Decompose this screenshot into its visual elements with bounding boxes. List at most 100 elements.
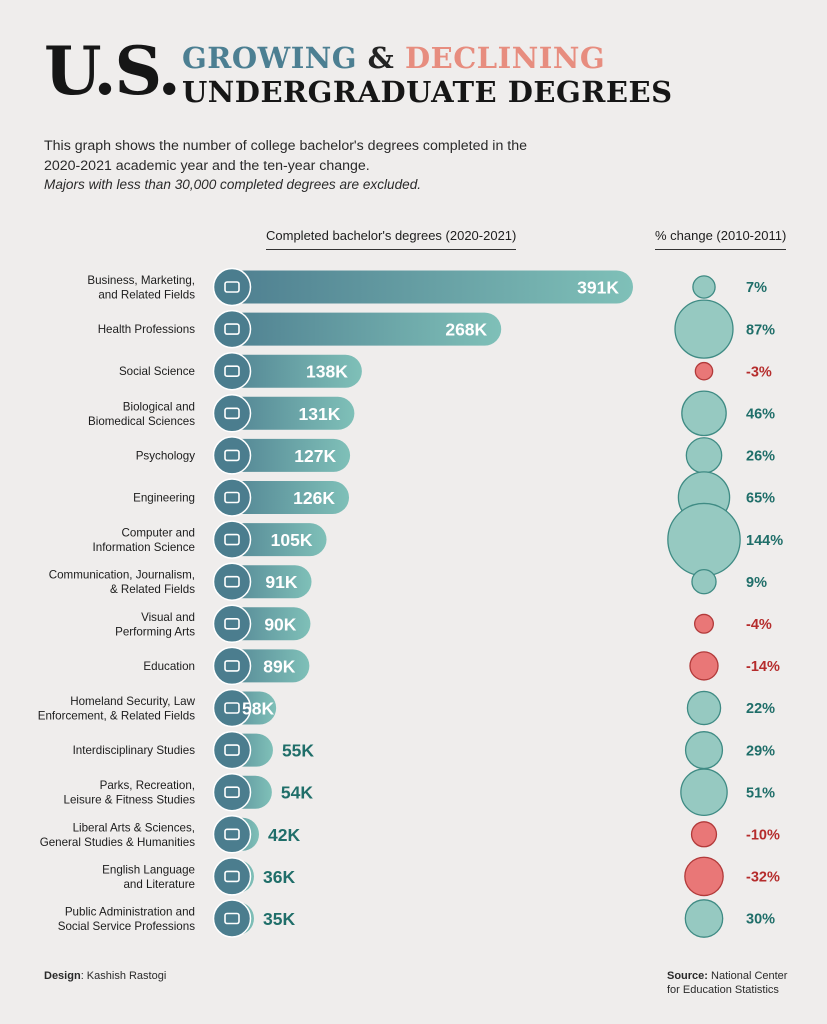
degree-value-label: 268K <box>445 320 487 340</box>
degree-value-label: 131K <box>299 404 341 424</box>
icon-glyph <box>224 912 240 925</box>
doctor-icon <box>212 309 252 349</box>
design-label: Design <box>44 970 81 982</box>
degree-value-label: 58K <box>242 699 274 719</box>
icon-glyph <box>224 533 240 546</box>
theater-masks-icon <box>212 604 252 644</box>
cell-icon <box>212 394 252 433</box>
change-circle <box>680 768 728 816</box>
degree-value-label: 91K <box>265 572 297 592</box>
change-value-label: -14% <box>746 659 780 675</box>
icon-glyph <box>224 660 240 672</box>
exclusion-note: Majors with less than 30,000 completed d… <box>44 177 422 192</box>
change-circle <box>689 651 719 681</box>
change-value-label: 9% <box>746 575 767 591</box>
change-circle <box>694 361 714 381</box>
support-person-icon <box>212 899 252 938</box>
category-label: Parks, Recreation, Leisure & Fitness Stud… <box>64 779 196 807</box>
title-growing: GROWING <box>182 41 358 75</box>
category-label: English Language and Literature <box>102 863 195 891</box>
title-ampersand: & <box>367 41 395 75</box>
degree-value-label: 54K <box>281 783 313 803</box>
icon-glyph <box>224 491 240 504</box>
change-value-label: -3% <box>746 364 772 380</box>
change-circle <box>684 731 724 770</box>
change-value-label: 87% <box>746 322 775 338</box>
category-label: Health Professions <box>98 323 196 336</box>
change-value-label: 22% <box>746 701 775 717</box>
category-label: Engineering <box>133 492 195 505</box>
book-icon <box>212 351 252 391</box>
category-label: Psychology <box>136 449 195 462</box>
page-title-line2: UNDERGRADUATE DEGREES <box>182 75 673 109</box>
change-value-label: 46% <box>746 407 775 423</box>
source-value-1: National Center <box>707 970 788 982</box>
degree-value-label: 391K <box>577 278 619 298</box>
page-title-us: U.S. <box>44 32 181 110</box>
head-gears-icon <box>212 730 252 770</box>
change-circle <box>684 856 724 897</box>
icon-glyph <box>224 281 240 293</box>
source-credit: Source: National Center for Education Sta… <box>667 969 787 997</box>
book-cover-icon <box>212 857 252 896</box>
degree-bar <box>214 270 633 304</box>
degrees-column-header: Completed bachelor's degrees (2020-2021) <box>266 228 517 250</box>
icon-glyph <box>224 744 240 756</box>
handcuffs-icon <box>212 688 252 728</box>
degree-value-label: 55K <box>282 741 314 761</box>
meeting-icon <box>212 562 252 601</box>
change-circle <box>692 275 716 299</box>
change-circle <box>690 821 718 848</box>
category-label: Communication, Journalism, & Related Fiel… <box>49 569 195 597</box>
icon-glyph <box>224 365 240 378</box>
intro-text: This graph shows the number of college b… <box>44 138 527 174</box>
category-label: Visual and Performing Arts <box>115 611 195 639</box>
icon-glyph <box>224 407 240 420</box>
degree-value-label: 90K <box>264 614 296 634</box>
change-circle <box>674 299 734 359</box>
change-column-header: % change (2010-2011) <box>655 228 787 250</box>
degree-value-label: 138K <box>306 362 348 382</box>
change-circle <box>684 899 724 938</box>
change-circle <box>667 502 741 577</box>
change-value-label: -32% <box>746 870 780 886</box>
handshake-icon <box>212 267 252 307</box>
degree-bar <box>214 312 502 346</box>
degree-value-label: 42K <box>268 825 300 845</box>
dumbbell-icon <box>212 772 252 812</box>
change-value-label: 26% <box>746 449 775 465</box>
change-value-label: -10% <box>746 828 780 844</box>
degree-value-label: 35K <box>263 909 295 929</box>
icon-glyph <box>224 449 240 462</box>
change-value-label: 144% <box>746 533 783 549</box>
degree-bar <box>214 354 362 388</box>
change-value-label: 65% <box>746 491 775 507</box>
change-value-label: 29% <box>746 743 775 759</box>
design-credit: Design: Kashish Rastogi <box>44 969 166 983</box>
category-label: Homeland Security, Law Enforcement, & Rel… <box>38 695 196 723</box>
page-title-line1: GROWING & DECLINING <box>182 44 605 73</box>
design-value: : Kashish Rastogi <box>80 970 167 982</box>
degree-value-label: 126K <box>293 488 335 508</box>
category-label: Social Science <box>119 365 195 378</box>
icon-glyph <box>224 617 240 630</box>
change-circle <box>691 569 717 595</box>
category-label: Biological and Biomedical Sciences <box>88 400 195 428</box>
source-label: Source: <box>667 970 708 982</box>
degree-value-label: 105K <box>271 530 313 550</box>
change-circle <box>681 390 727 437</box>
category-label: Business, Marketing, and Related Fields <box>87 274 195 302</box>
title-declining: DECLINING <box>404 41 606 75</box>
icon-glyph <box>224 786 240 799</box>
degree-value-label: 127K <box>294 446 336 466</box>
graduation-cap-icon <box>212 478 252 517</box>
palette-icon <box>212 815 252 854</box>
category-label: Computer and Information Science <box>93 527 195 555</box>
category-label: Education <box>143 660 195 673</box>
classroom-icon <box>212 646 252 686</box>
icon-glyph <box>224 870 240 883</box>
degree-value-label: 36K <box>263 867 295 887</box>
source-value-2: for Education Statistics <box>667 984 779 996</box>
brain-head-icon <box>212 436 252 475</box>
